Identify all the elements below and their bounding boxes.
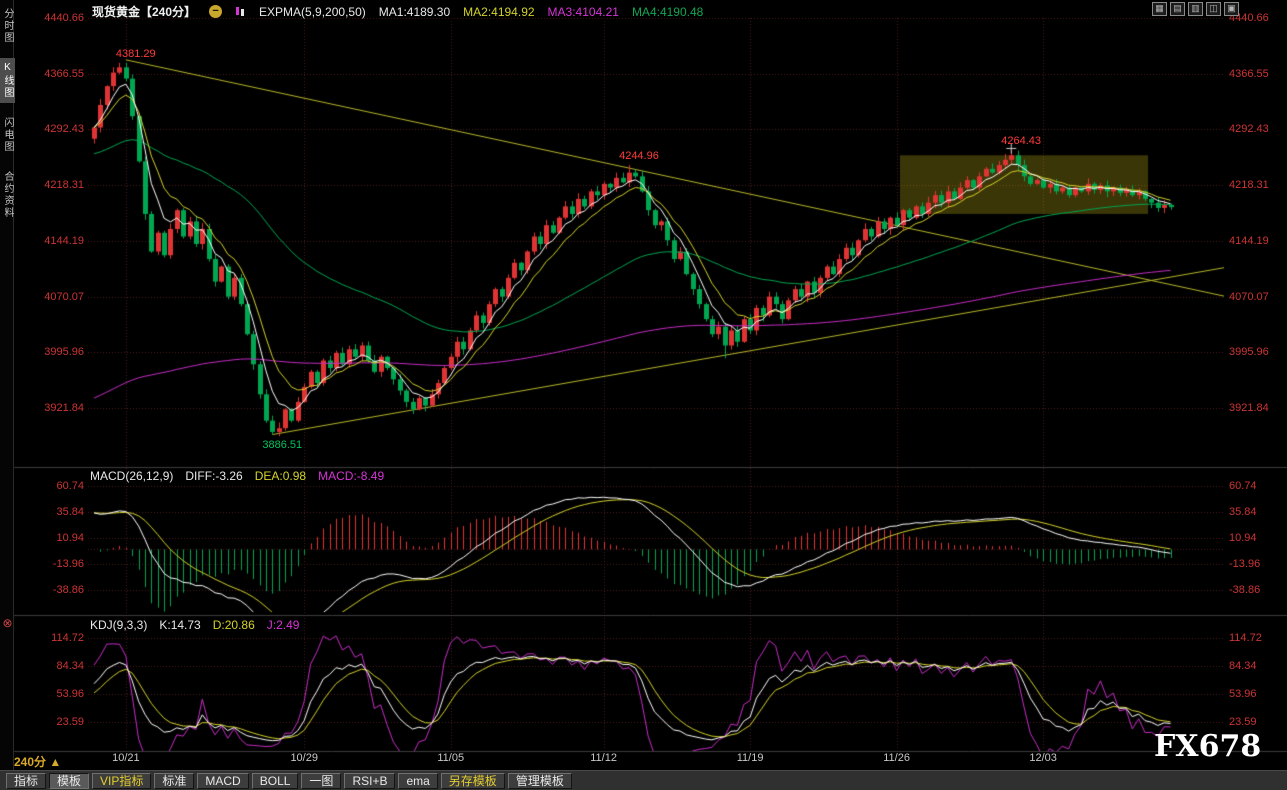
- macd-y-label: -38.86: [52, 584, 84, 596]
- y-axis-label: 4366.55: [44, 68, 84, 80]
- toolbar-macd-button[interactable]: MACD: [197, 772, 249, 789]
- kdj-y-label: 114.72: [51, 632, 84, 644]
- toolbar-standard-button[interactable]: 标准: [154, 772, 195, 789]
- sidebar-tab-lightning-chart[interactable]: 闪电图: [2, 117, 13, 153]
- y-axis-label: 4144.19: [1229, 235, 1269, 247]
- toolbar-boll-button[interactable]: BOLL: [251, 772, 299, 789]
- y-axis-label: 4144.19: [44, 235, 84, 247]
- macd-y-label: -13.96: [52, 558, 84, 570]
- kdj-k-value: K:14.73: [159, 618, 201, 632]
- macd-y-label: 60.74: [1229, 480, 1257, 492]
- macd-indicator-name: MACD(26,12,9): [90, 469, 174, 483]
- macd-dea-value: DEA:0.98: [254, 469, 307, 483]
- macd-y-label: -38.86: [1229, 584, 1261, 596]
- sidebar: 分时图 K线图 闪电图 合约资料: [0, 0, 15, 770]
- ma3-value: MA3:4104.21: [547, 4, 619, 19]
- toolbar-save-template-button[interactable]: 另存模板: [440, 772, 505, 789]
- kdj-indicator-name: KDJ(9,3,3): [90, 618, 148, 632]
- kdj-y-label: 84.34: [56, 660, 84, 672]
- toolbar-vip-indicators-button[interactable]: VIP指标: [92, 772, 152, 789]
- kdj-y-label: 23.59: [56, 716, 84, 728]
- ma2-value: MA2:4194.92: [463, 4, 535, 19]
- y-axis-label: 4292.43: [44, 123, 84, 135]
- toolbar-templates-button[interactable]: 模板: [49, 772, 90, 789]
- kdj-y-label: 53.96: [1229, 688, 1257, 700]
- symbol-title: 现货黄金【240分】: [92, 5, 197, 19]
- period-selector[interactable]: 240分 ▲: [14, 753, 61, 770]
- toolbar-one-chart-button[interactable]: 一图: [301, 772, 342, 789]
- macd-y-label: 35.84: [56, 506, 84, 518]
- sidebar-tab-time-chart[interactable]: 分时图: [2, 8, 13, 44]
- toolbar-indicators-button[interactable]: 指标: [6, 772, 47, 789]
- indicator-name: EXPMA(5,9,200,50): [259, 4, 366, 19]
- kdj-panel-header: KDJ(9,3,3) K:14.73 D:20.86 J:2.49: [90, 618, 299, 632]
- chart-header: 现货黄金【240分】 − EXPMA(5,9,200,50) MA1:4189.…: [92, 3, 703, 20]
- kdj-close-icon[interactable]: ⊗: [2, 616, 13, 630]
- toolbar-manage-templates-button[interactable]: 管理模板: [507, 772, 572, 789]
- y-axis-label: 3921.84: [44, 402, 84, 414]
- x-axis-date-label: 10/21: [112, 752, 140, 764]
- y-axis-label: 4218.31: [44, 179, 84, 191]
- period-label: 240分: [14, 755, 47, 769]
- x-axis-date-label: 11/26: [883, 752, 910, 764]
- bottom-toolbar: 指标 模板 VIP指标 标准 MACD BOLL 一图 RSI+B ema 另存…: [0, 770, 1287, 790]
- y-axis-label: 4070.07: [44, 291, 84, 303]
- dual-chart-icon[interactable]: ▥: [1188, 2, 1203, 16]
- single-chart-icon[interactable]: ◫: [1206, 2, 1221, 16]
- macd-value: MACD:-8.49: [318, 469, 385, 483]
- toolbar-ema-button[interactable]: ema: [398, 772, 438, 789]
- y-axis-label: 4366.55: [1229, 68, 1269, 80]
- kdj-y-label: 53.96: [56, 688, 84, 700]
- x-axis-date-label: 10/29: [290, 752, 318, 764]
- kdj-y-label: 84.34: [1229, 660, 1257, 672]
- x-axis-date-label: 11/05: [437, 752, 465, 764]
- window-layout-controls: ▦ ▤ ▥ ◫ ▣: [1152, 2, 1239, 16]
- y-axis-label: 4292.43: [1229, 123, 1269, 135]
- fx678-watermark: FX678: [1154, 729, 1262, 764]
- sidebar-tab-kline-chart[interactable]: K线图: [0, 58, 15, 103]
- macd-panel-header: MACD(26,12,9) DIFF:-3.26 DEA:0.98 MACD:-…: [90, 469, 384, 483]
- kdj-y-label: 114.72: [1229, 632, 1262, 644]
- kdj-y-label: 23.59: [1229, 716, 1257, 728]
- minus-circle-icon[interactable]: −: [209, 5, 223, 18]
- kdj-j-value: J:2.49: [266, 618, 300, 632]
- macd-y-label: 10.94: [1229, 532, 1257, 544]
- macd-diff-value: DIFF:-3.26: [185, 469, 243, 483]
- multi-chart-rows-icon[interactable]: ▤: [1170, 2, 1185, 16]
- candlestick-style-icon[interactable]: [235, 6, 246, 17]
- macd-y-label: -13.96: [1229, 558, 1261, 570]
- y-axis-label: 4440.66: [44, 12, 84, 24]
- x-axis-date-label: 11/12: [590, 752, 617, 764]
- price-annotation: 4381.29: [115, 47, 156, 60]
- y-axis-label: 4218.31: [1229, 179, 1269, 191]
- price-annotation: 4244.96: [619, 150, 659, 163]
- ma4-value: MA4:4190.48: [631, 4, 704, 19]
- kdj-d-value: D:20.86: [212, 618, 255, 632]
- y-axis-label: 3995.96: [1229, 346, 1269, 358]
- y-axis-label: 4070.07: [1229, 291, 1269, 303]
- price-annotation: 3886.51: [262, 438, 303, 451]
- x-axis-date-label: 11/19: [736, 752, 764, 764]
- fullscreen-chart-icon[interactable]: ▣: [1224, 2, 1239, 16]
- x-axis-date-label: 12/03: [1029, 752, 1057, 764]
- multi-chart-grid-icon[interactable]: ▦: [1152, 2, 1167, 16]
- macd-y-label: 60.74: [56, 480, 84, 492]
- toolbar-rsi-b-button[interactable]: RSI+B: [344, 772, 396, 789]
- triangle-up-icon: ▲: [49, 755, 62, 769]
- y-axis-label: 3921.84: [1229, 402, 1269, 414]
- price-annotation: 4264.43: [1001, 135, 1042, 148]
- sidebar-tab-contract-info[interactable]: 合约资料: [2, 171, 13, 219]
- y-axis-label: 3995.96: [44, 346, 84, 358]
- macd-y-label: 10.94: [56, 532, 84, 544]
- ma1-value: MA1:4189.30: [378, 4, 451, 19]
- macd-y-label: 35.84: [1229, 506, 1257, 518]
